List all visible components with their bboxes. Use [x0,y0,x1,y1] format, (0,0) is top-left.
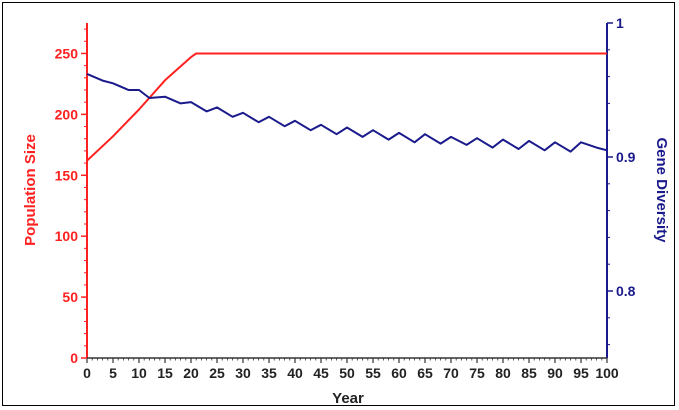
y-right-tick-label: 0.9 [616,149,636,165]
axes [86,23,608,359]
series-lines [86,52,608,162]
x-tick-label: 55 [365,365,381,381]
y-left-tick-label: 150 [55,167,79,183]
x-tick-label: 0 [83,365,91,381]
x-tick-label: 85 [521,365,537,381]
population-size-line [86,52,607,162]
x-tick-label: 60 [391,365,407,381]
gene-diversity-line [86,72,608,153]
y-right-tick-label: 1 [616,15,624,31]
y-axis-left-title: Population Size [22,134,39,246]
x-tick-label: 20 [183,365,199,381]
ticks: 0 5 10 15 20 25 30 35 40 45 50 55 60 65 70 75 80 85 90 95 10… [55,15,636,381]
x-tick-label: 15 [157,365,173,381]
y-left-tick-label: 50 [62,289,78,305]
x-tick-label: 30 [235,365,251,381]
x-tick-label: 80 [495,365,511,381]
y-axis-right-title: Gene Diversity [653,137,670,243]
x-tick-label: 95 [573,365,589,381]
x-tick-label: 25 [209,365,225,381]
x-axis-title: Year [332,390,364,407]
x-tick-label: 90 [547,365,563,381]
x-tick-label: 100 [595,365,619,381]
x-tick-label: 40 [287,365,303,381]
x-tick-label: 50 [339,365,355,381]
chart-frame [2,2,675,406]
y-right-tick-label: 0.8 [616,283,636,299]
x-tick-label: 10 [131,365,147,381]
x-tick-label: 5 [109,365,117,381]
x-tick-label: 35 [261,365,277,381]
y-left-tick-label: 250 [55,45,79,61]
y-left-tick-label: 200 [55,106,79,122]
y-left-tick-label: 0 [70,350,78,366]
x-tick-label: 75 [469,365,485,381]
x-tick-label: 65 [417,365,433,381]
y-left-tick-label: 100 [55,228,79,244]
x-tick-label: 45 [313,365,329,381]
x-tick-label: 70 [443,365,459,381]
